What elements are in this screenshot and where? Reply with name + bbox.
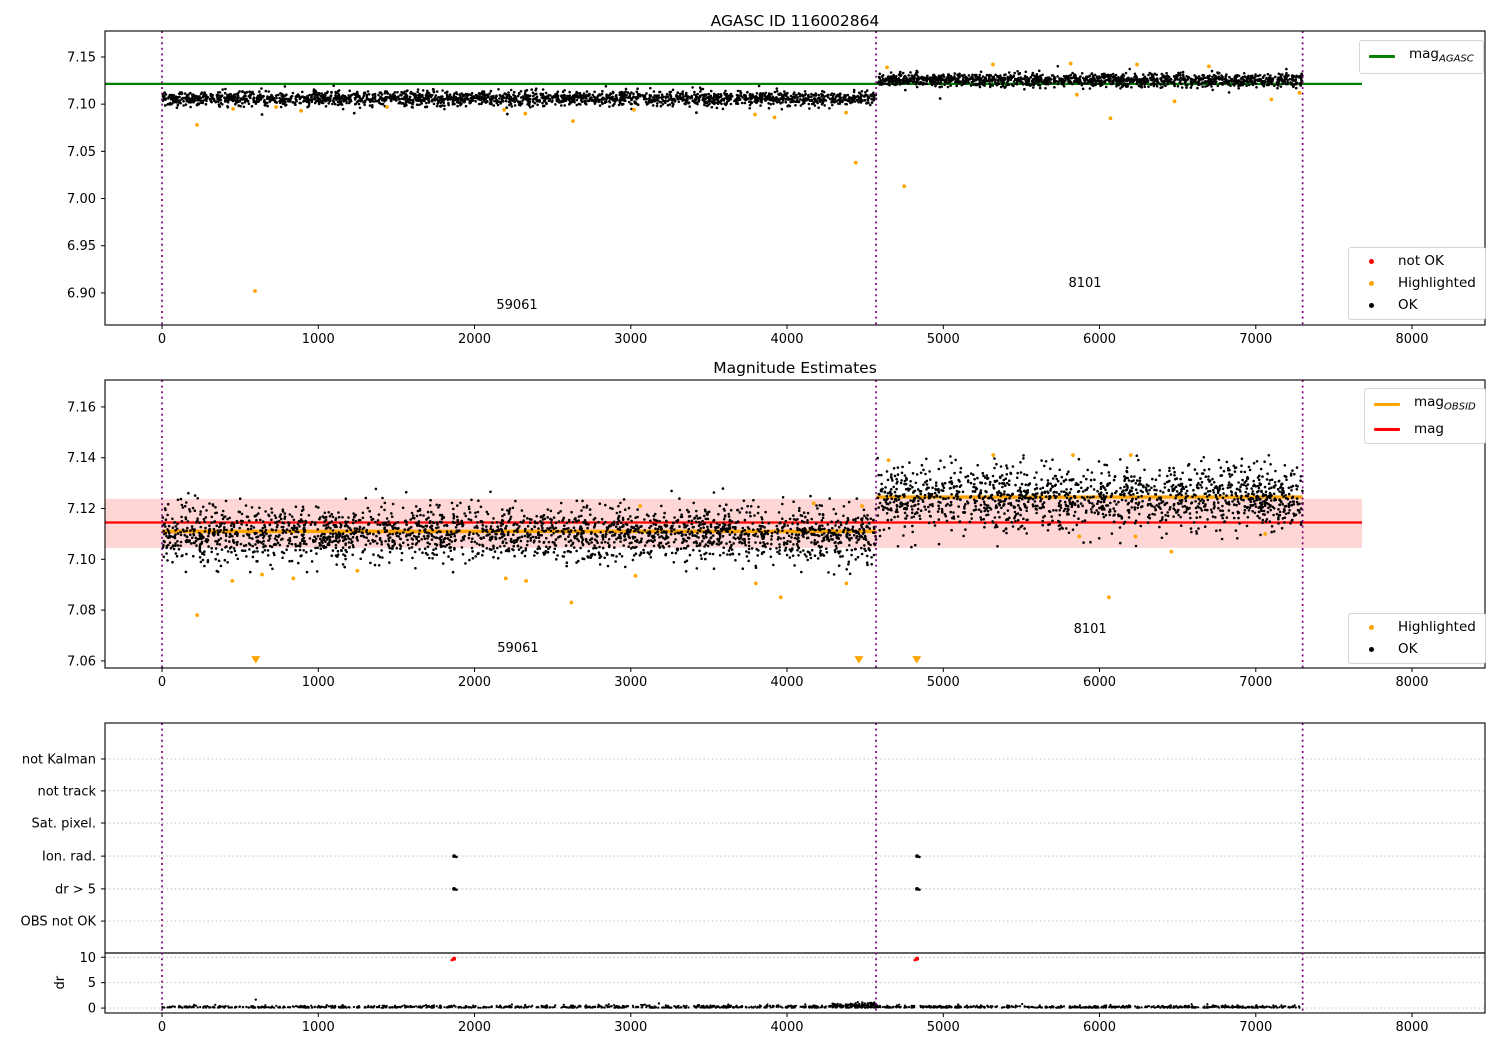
interval-vlines <box>161 31 1304 325</box>
legend-line-swatch-icon <box>1372 403 1402 407</box>
legend-dot-swatch-icon <box>1356 625 1386 630</box>
svg-text:2000: 2000 <box>458 332 491 347</box>
svg-text:8000: 8000 <box>1395 332 1428 347</box>
legend-entry-ok: OK <box>1356 297 1476 314</box>
scatter-highlighted <box>195 61 1302 293</box>
mag-obsid-legend: magOBSID mag <box>1364 388 1486 444</box>
legend-entry-not-ok: not OK <box>1356 253 1476 270</box>
x-axis: 0 1000 2000 3000 4000 5000 6000 7000 8000 <box>158 668 1429 690</box>
agasc-mag-plot: 59061 8101 0 1000 2000 3000 4000 5000 6000 7000 80… <box>67 30 1486 347</box>
middle-plot-title: Magnitude Estimates <box>713 359 877 377</box>
axes-frame <box>104 30 1486 326</box>
axes-frame <box>104 379 1486 669</box>
mag-agasc-legend: magAGASC <box>1359 40 1484 74</box>
legend-entry-highlighted: Highlighted <box>1356 619 1476 636</box>
svg-text:7.00: 7.00 <box>67 192 96 207</box>
scatter-ok <box>161 454 1304 576</box>
dr-axis-label: dr <box>53 975 68 989</box>
legend-label: Highlighted <box>1398 619 1476 635</box>
svg-text:7.10: 7.10 <box>67 98 96 113</box>
legend-dot-swatch-icon <box>1356 647 1386 652</box>
flag-points <box>452 854 921 891</box>
legend-dot-swatch-icon <box>1356 281 1386 286</box>
legend-entry-highlighted: Highlighted <box>1356 275 1476 292</box>
y-axis: 7.167.147.127.107.087.06 <box>67 400 105 669</box>
svg-text:6000: 6000 <box>1083 332 1116 347</box>
svg-text:0: 0 <box>158 332 166 347</box>
legend-label: magAGASC <box>1409 46 1474 65</box>
legend-line-swatch-icon <box>1367 55 1397 59</box>
x-axis: 0 1000 2000 3000 4000 5000 6000 7000 8000 <box>158 325 1429 347</box>
obsid-label-8101: 8101 <box>1068 276 1101 291</box>
svg-text:7000: 7000 <box>1239 332 1272 347</box>
legend-entry-mag: mag <box>1372 421 1476 438</box>
obsid-label-59061: 59061 <box>496 298 537 313</box>
obsid-label-8101: 8101 <box>1074 622 1107 637</box>
magnitude-estimates-plot: 59061 8101 0 1000 2000 3000 4000 5000 6000 7000 80… <box>67 379 1486 690</box>
svg-text:7.15: 7.15 <box>67 50 96 65</box>
highlight-legend: Highlighted OK <box>1348 613 1486 664</box>
scatter-dr <box>161 998 1301 1009</box>
legend-dot-swatch-icon <box>1356 303 1386 308</box>
scatter-ok <box>161 64 1304 116</box>
legend-label: Highlighted <box>1398 275 1476 291</box>
flag-gridlines <box>105 758 1485 1009</box>
legend-dot-swatch-icon <box>1356 259 1386 264</box>
svg-text:6.90: 6.90 <box>67 286 96 301</box>
svg-text:6.95: 6.95 <box>67 239 96 254</box>
svg-text:1000: 1000 <box>302 332 335 347</box>
svg-text:3000: 3000 <box>614 332 647 347</box>
quality-legend: not OK Highlighted OK <box>1348 247 1486 320</box>
interval-vlines <box>161 723 1304 1013</box>
legend-label: not OK <box>1398 253 1444 269</box>
axes-frame <box>104 722 1486 1014</box>
scatter-highlighted <box>195 453 1268 618</box>
legend-label: mag <box>1414 420 1444 437</box>
svg-text:5000: 5000 <box>927 332 960 347</box>
top-plot-title: AGASC ID 116002864 <box>710 12 880 30</box>
svg-text:4000: 4000 <box>770 332 803 347</box>
clipped-low-markers <box>251 656 922 664</box>
y-axis: 7.15 7.10 7.05 7.00 6.95 6.90 <box>67 50 105 301</box>
legend-entry-mag-agasc: magAGASC <box>1367 46 1474 68</box>
legend-line-swatch-icon <box>1372 427 1402 431</box>
legend-entry-ok: OK <box>1356 641 1476 658</box>
legend-label: OK <box>1398 297 1418 313</box>
svg-text:7.05: 7.05 <box>67 145 96 160</box>
scatter-dr-not-ok <box>450 956 920 962</box>
obsid-label-59061: 59061 <box>497 641 538 656</box>
legend-label: magOBSID <box>1414 394 1476 413</box>
legend-entry-mag-obsid: magOBSID <box>1372 394 1476 416</box>
x-axis: 0 1000 2000 3000 4000 5000 6000 7000 8000 <box>158 1013 1429 1035</box>
quality-flags-plot: 0 1000 2000 3000 4000 5000 6000 7000 8000 not Kal… <box>21 722 1486 1035</box>
legend-label: OK <box>1398 641 1418 657</box>
